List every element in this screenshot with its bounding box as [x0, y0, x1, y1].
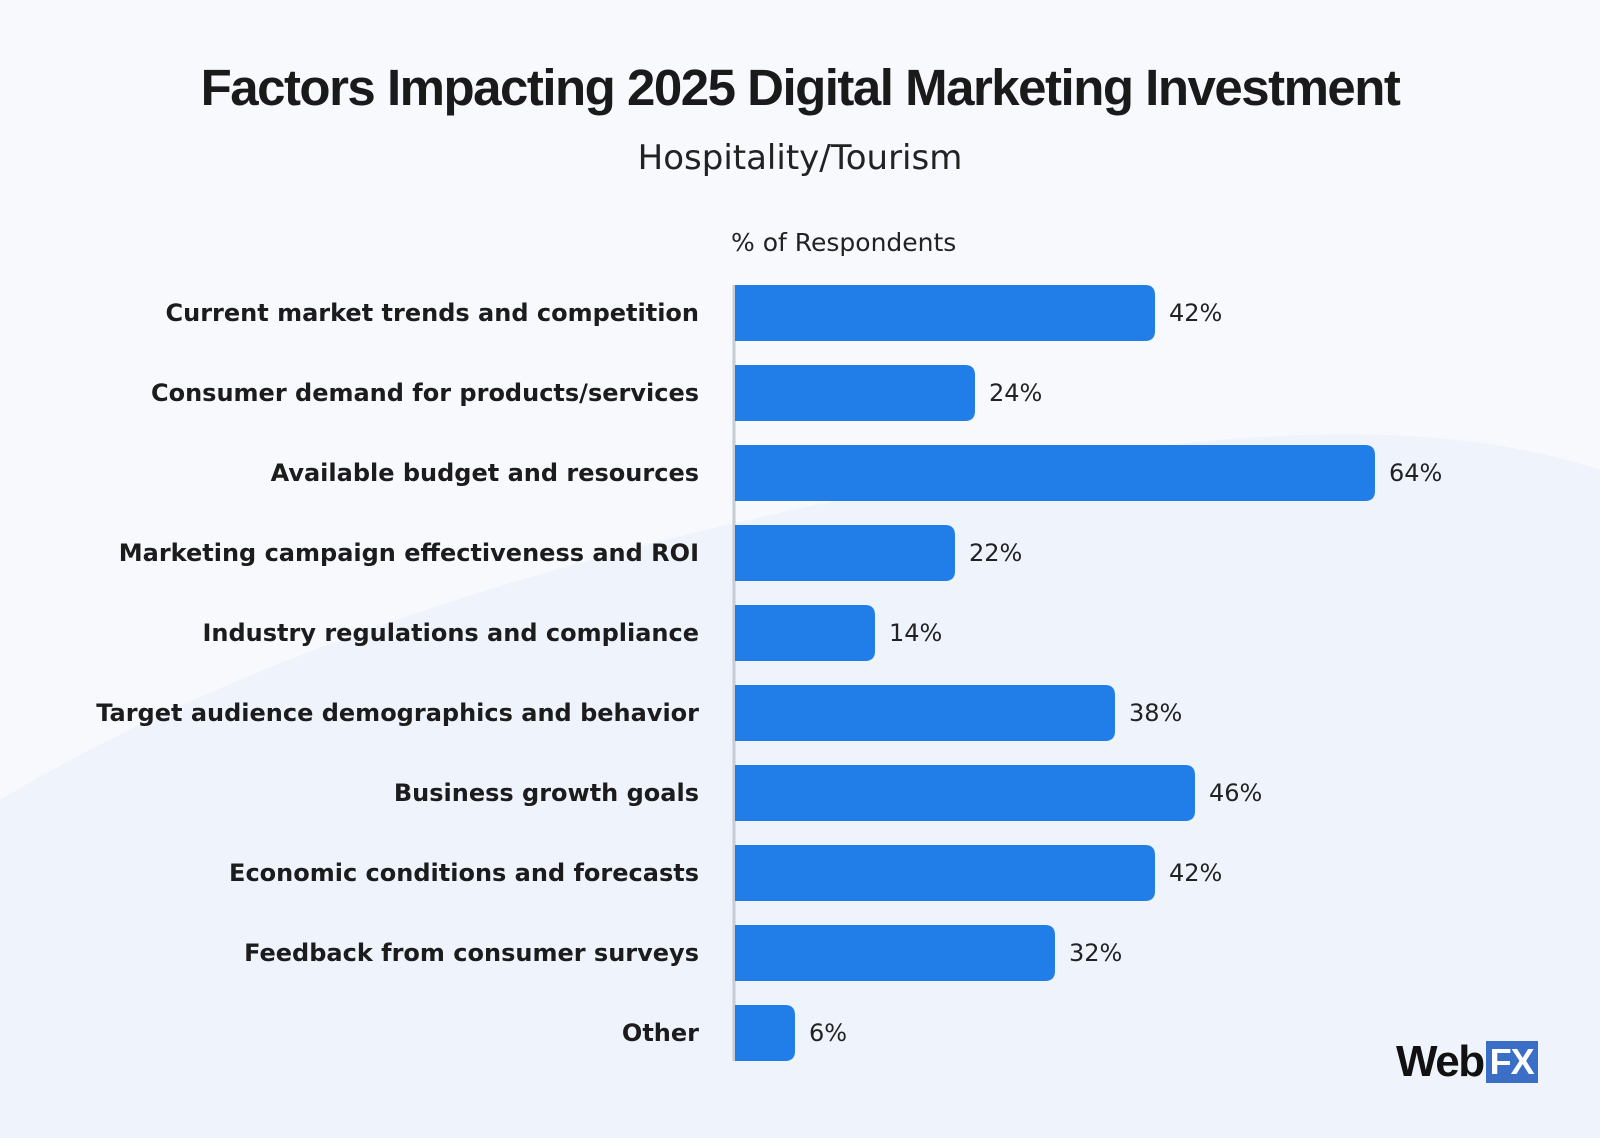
bar — [735, 1005, 795, 1061]
bars-group: Current market trends and competition 42%… — [96, 285, 1442, 1061]
value-label: 46% — [1209, 779, 1262, 807]
value-label: 32% — [1069, 939, 1122, 967]
bar — [735, 285, 1155, 341]
chart-subtitle: Hospitality/Tourism — [637, 138, 963, 178]
webfx-logo: Web FX — [1396, 1040, 1538, 1084]
category-label: Feedback from consumer surveys — [244, 939, 699, 967]
category-label: Available budget and resources — [271, 459, 699, 487]
category-label: Industry regulations and compliance — [202, 619, 699, 647]
bar — [735, 365, 975, 421]
bar — [735, 925, 1055, 981]
category-label: Target audience demographics and behavio… — [96, 699, 699, 727]
value-label: 42% — [1169, 859, 1222, 887]
logo-fx-badge: FX — [1485, 1041, 1538, 1083]
bar — [735, 445, 1375, 501]
category-label: Business growth goals — [394, 779, 699, 807]
bar — [735, 605, 875, 661]
x-axis-label: % of Respondents — [731, 228, 956, 257]
bar — [735, 685, 1115, 741]
category-label: Current market trends and competition — [166, 299, 699, 327]
value-label: 24% — [989, 379, 1042, 407]
category-label: Consumer demand for products/services — [151, 379, 699, 407]
category-label: Marketing campaign effectiveness and ROI — [119, 539, 699, 567]
value-label: 42% — [1169, 299, 1222, 327]
bar — [735, 845, 1155, 901]
category-label: Other — [622, 1019, 699, 1047]
bar — [735, 525, 955, 581]
value-label: 6% — [809, 1019, 847, 1047]
value-label: 14% — [889, 619, 942, 647]
category-label: Economic conditions and forecasts — [229, 859, 699, 887]
value-label: 38% — [1129, 699, 1182, 727]
chart-title: Factors Impacting 2025 Digital Marketing… — [200, 59, 1401, 116]
value-label: 22% — [969, 539, 1022, 567]
logo-web-text: Web — [1396, 1037, 1485, 1086]
bar — [735, 765, 1195, 821]
value-label: 64% — [1389, 459, 1442, 487]
